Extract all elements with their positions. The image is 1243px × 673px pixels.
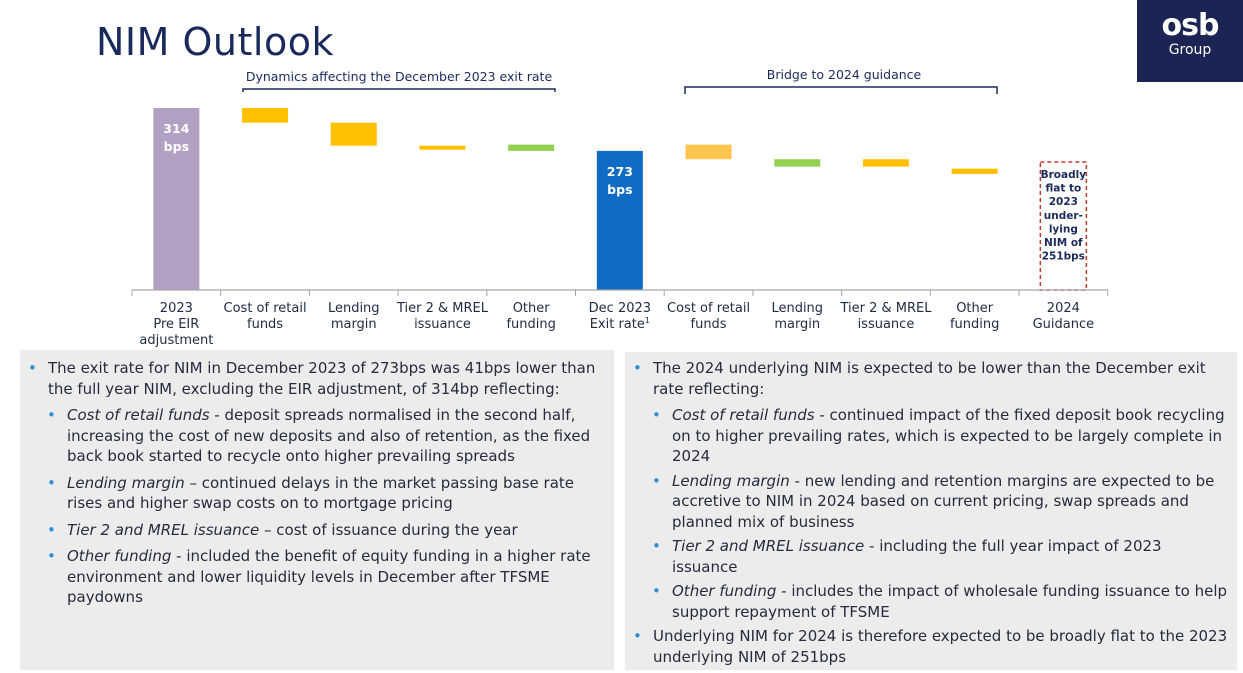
right-bullet-other-funding: Other funding - includes the impact of w… <box>652 581 1231 622</box>
guidance-label: Broadly <box>1041 169 1087 181</box>
delta-bar <box>508 144 555 151</box>
delta-bar <box>685 144 732 160</box>
bracket-dynamics-label: Dynamics affecting the December 2023 exi… <box>246 69 553 84</box>
x-category-label: margin <box>331 317 377 332</box>
left-bullet-cost-of-retail-funds: Cost of retail funds - deposit spreads n… <box>47 405 598 467</box>
bullet-label: Lending margin <box>672 471 790 490</box>
guidance-label: 2023 <box>1049 196 1078 208</box>
delta-bar <box>242 108 289 123</box>
right-bullet-lending-margin: Lending margin - new lending and retenti… <box>652 471 1231 533</box>
osb-group-logo: osb Group <box>1137 0 1243 82</box>
guidance-label: flat to <box>1045 183 1081 195</box>
x-category-label: Tier 2 & MREL <box>396 301 489 316</box>
x-category-label: Exit rate1 <box>590 316 650 332</box>
x-category-label: funds <box>247 317 283 332</box>
total-bar <box>153 108 200 290</box>
right-closing-bullet: Underlying NIM for 2024 is therefore exp… <box>633 626 1231 667</box>
bullet-label: Tier 2 and MREL issuance <box>67 520 260 539</box>
x-category-label: adjustment <box>139 333 213 348</box>
bracket-bridge: Bridge to 2024 guidance <box>684 67 998 94</box>
bullet-text: - new lending and retention margins are … <box>672 471 1215 531</box>
left-bullet-lending-margin: Lending margin – continued delays in the… <box>47 473 598 514</box>
bullet-label: Tier 2 and MREL issuance <box>672 537 865 555</box>
delta-bar <box>862 159 909 167</box>
x-category-label: Tier 2 & MREL <box>839 301 932 316</box>
x-category-label: funds <box>691 317 727 332</box>
x-category-label: funding <box>950 317 999 332</box>
x-category-label: Guidance <box>1033 317 1095 332</box>
x-category-label: Cost of retail <box>224 301 307 316</box>
delta-bar <box>419 145 466 150</box>
bullet-label: Cost of retail funds <box>672 406 815 424</box>
delta-bar <box>774 159 821 167</box>
bullet-label: Other funding <box>672 582 777 600</box>
bullet-label: Cost of retail funds <box>67 406 210 424</box>
right-intro-bullet: The 2024 underlying NIM is expected to b… <box>633 358 1231 399</box>
bullet-label: Lending margin <box>67 473 185 492</box>
x-category-label: Cost of retail <box>667 301 750 316</box>
bar-value-label: bps <box>607 182 632 197</box>
bar-value-label: 314 <box>163 121 189 136</box>
bar-value-label: 273 <box>607 164 633 179</box>
logo-sub-text: Group <box>1168 42 1212 58</box>
bullet-text: - continued impact of the fixed deposit … <box>672 406 1225 465</box>
x-category-label: Dec 2023 <box>589 301 651 316</box>
x-category-label: 2023 <box>160 301 193 316</box>
bracket-dynamics: Dynamics affecting the December 2023 exi… <box>242 69 556 92</box>
total-bar <box>596 150 643 290</box>
guidance-label: under- <box>1044 210 1083 222</box>
bracket-bridge-label: Bridge to 2024 guidance <box>767 67 922 82</box>
right-bullet-cost-of-retail-funds: Cost of retail funds - continued impact … <box>652 405 1231 467</box>
x-category-label: Lending <box>328 301 380 316</box>
x-category-label: issuance <box>858 317 915 332</box>
bullet-text: – cost of issuance during the year <box>259 520 518 539</box>
bar-value-label: bps <box>164 139 189 154</box>
page-title: NIM Outlook <box>96 20 334 64</box>
x-category-label: Lending <box>771 301 823 316</box>
delta-bar <box>951 168 998 174</box>
guidance-label: NIM of <box>1044 237 1083 249</box>
x-category-label: Other <box>956 301 994 316</box>
bullet-label: Other funding <box>67 547 172 565</box>
left-commentary-panel: The exit rate for NIM in December 2023 o… <box>20 350 614 670</box>
guidance-label: lying <box>1049 223 1078 235</box>
delta-bar <box>330 122 377 146</box>
bullet-text: - deposit spreads normalised in the seco… <box>67 406 591 465</box>
bullet-text: - including the full year impact of 2023… <box>672 537 1162 576</box>
logo-main-text: osb <box>1161 8 1220 43</box>
nim-waterfall-chart: Dynamics affecting the December 2023 exi… <box>131 67 1109 348</box>
right-bullet-tier2-mrel: Tier 2 and MREL issuance - including the… <box>652 536 1231 577</box>
x-category-label: margin <box>774 317 820 332</box>
x-category-label: issuance <box>414 317 471 332</box>
bullet-text: - included the benefit of equity funding… <box>67 547 591 606</box>
x-category-label: funding <box>506 317 555 332</box>
x-category-label: Pre EIR <box>153 317 199 332</box>
left-intro-bullet: The exit rate for NIM in December 2023 o… <box>28 358 598 399</box>
right-commentary-panel: The 2024 underlying NIM is expected to b… <box>625 352 1237 670</box>
guidance-label: 251bps <box>1042 251 1085 263</box>
x-category-label: 2024 <box>1047 301 1080 316</box>
left-bullet-tier2-mrel: Tier 2 and MREL issuance – cost of issua… <box>47 520 598 541</box>
x-category-label: Other <box>513 301 551 316</box>
bullet-text: - includes the impact of wholesale fundi… <box>672 582 1228 621</box>
bullet-text: – continued delays in the market passing… <box>67 473 574 513</box>
left-bullet-other-funding: Other funding - included the benefit of … <box>47 546 598 608</box>
